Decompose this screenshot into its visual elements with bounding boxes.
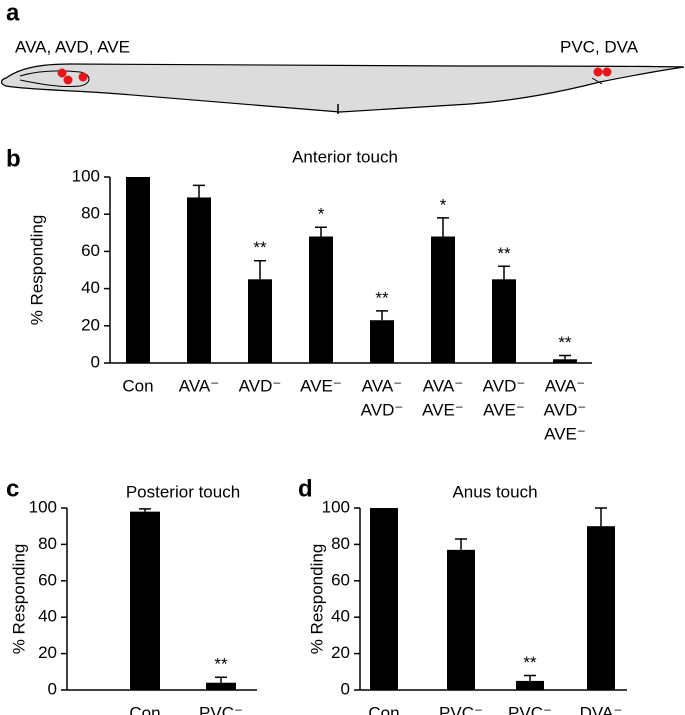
error-bar [315, 226, 327, 237]
y-tick-label: 0 [48, 679, 57, 698]
y-tick-label: 40 [331, 607, 350, 626]
x-tick-label: AVD⁻ [544, 400, 587, 419]
x-tick-label: AVE⁻ [483, 400, 525, 419]
chart-title: Posterior touch [126, 482, 240, 501]
y-tick-label: 100 [322, 497, 350, 516]
bar [370, 508, 398, 690]
worm-body [0, 63, 685, 113]
worm-pharynx [19, 70, 90, 87]
significance: ** [375, 288, 389, 307]
bar [206, 682, 236, 690]
significance: ** [523, 653, 537, 672]
x-tick-label: AVE⁻ [300, 376, 342, 395]
significance: ** [253, 238, 267, 257]
y-tick-label: 0 [341, 679, 350, 698]
x-tick-label: DVA⁻ [580, 703, 623, 715]
bar [447, 549, 475, 690]
x-tick-label: AVA⁻ [545, 376, 585, 395]
y-tick-label: 40 [38, 607, 57, 626]
x-tick-label: PVC⁻ [508, 703, 552, 715]
error-bar [559, 354, 571, 360]
y-tick-label: 40 [81, 278, 100, 297]
panel-letter: c [6, 475, 19, 502]
error-bar [498, 265, 510, 280]
bar [492, 279, 516, 363]
y-axis-label: % Responding [27, 215, 46, 326]
y-tick-label: 80 [331, 534, 350, 553]
bar [587, 526, 615, 690]
error-bar [215, 676, 227, 683]
panel-letter: d [298, 475, 313, 502]
bar [370, 320, 394, 363]
error-bar [254, 259, 266, 280]
x-tick-label: AVD⁻ [361, 400, 404, 419]
neuron-dot [602, 67, 612, 77]
bar [130, 511, 160, 690]
significance: ** [558, 333, 572, 352]
bar [431, 236, 455, 363]
chart-title: Anterior touch [292, 147, 398, 166]
error-bar [139, 508, 151, 512]
worm-anus [591, 77, 603, 85]
x-tick-label: PVC⁻ [199, 703, 243, 715]
y-tick-label: 80 [38, 534, 57, 553]
significance: ** [214, 655, 228, 674]
significance: ** [497, 244, 511, 263]
error-bar [455, 538, 467, 550]
neuron-label: PVC, DVA [560, 37, 639, 56]
y-tick-label: 20 [331, 643, 350, 662]
error-bar [376, 310, 388, 321]
x-tick-label: AVA⁻ [362, 376, 402, 395]
neuron-label: AVA, AVD, AVE [15, 37, 130, 56]
y-tick-label: 60 [331, 570, 350, 589]
x-tick-label: AVD⁻ [483, 376, 526, 395]
chart-title: Anus touch [452, 482, 537, 501]
x-tick-label: Con [368, 703, 399, 715]
x-tick-label: AVA⁻ [179, 376, 219, 395]
x-tick-label: Con [129, 703, 160, 715]
neuron-dot [57, 68, 67, 78]
x-tick-label: AVE⁻ [544, 424, 586, 443]
y-tick-label: 60 [81, 241, 100, 260]
y-tick-label: 100 [72, 166, 100, 185]
error-bar [193, 184, 205, 198]
x-tick-label: Con [122, 376, 153, 395]
x-tick-label: AVE⁻ [422, 400, 464, 419]
error-bar [595, 507, 607, 527]
x-tick-label: AVD⁻ [239, 376, 282, 395]
bar [126, 177, 150, 363]
bar [516, 680, 544, 690]
x-tick-label: AVA⁻ [423, 376, 463, 395]
neuron-dot [63, 75, 73, 85]
y-axis-label: % Responding [307, 544, 326, 655]
neuron-dot [78, 72, 88, 82]
y-tick-label: 20 [81, 315, 100, 334]
panel-letter: b [6, 145, 21, 172]
bar [248, 279, 272, 363]
y-tick-label: 0 [91, 352, 100, 371]
neuron-dot [593, 67, 603, 77]
x-tick-label: PVC⁻ [439, 703, 483, 715]
y-tick-label: 100 [29, 497, 57, 516]
bar [187, 197, 211, 363]
bar [553, 359, 577, 363]
y-tick-label: 80 [81, 204, 100, 223]
y-tick-label: 20 [38, 643, 57, 662]
error-bar [524, 674, 536, 681]
y-axis-label: % Responding [9, 544, 28, 655]
panel-letter: a [6, 0, 20, 26]
significance: * [440, 195, 447, 214]
significance: * [318, 205, 325, 224]
y-tick-label: 60 [38, 570, 57, 589]
error-bar [437, 217, 449, 237]
bar [309, 236, 333, 363]
